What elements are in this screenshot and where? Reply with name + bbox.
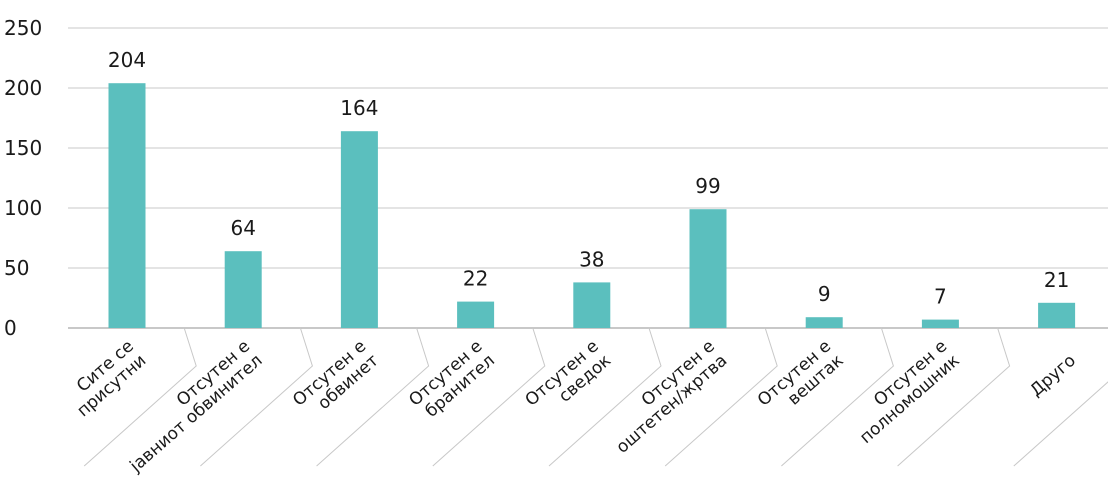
y-tick-label: 200: [4, 76, 42, 100]
bar: [805, 317, 843, 328]
category-separator: [83, 327, 197, 467]
data-label: 204: [108, 48, 146, 72]
y-tick-label: 100: [4, 196, 42, 220]
x-tick-label: Сите сеприсутни: [61, 336, 150, 421]
y-tick-label: 50: [4, 256, 29, 280]
bar: [689, 209, 727, 328]
x-tick-label: Отсутен есведок: [522, 336, 616, 424]
data-label: 9: [818, 282, 831, 306]
category-separator: [1013, 381, 1108, 467]
bar: [573, 282, 611, 328]
x-tick-label-line: jавниот обвинител: [126, 351, 267, 477]
category-separator: [316, 327, 430, 467]
data-label: 21: [1044, 268, 1069, 292]
category-separators: [83, 327, 1108, 467]
bar: [921, 319, 959, 328]
x-tick-label-line: Друго: [1026, 351, 1079, 401]
category-separator: [664, 327, 778, 467]
data-label: 38: [579, 247, 604, 271]
category-separator: [432, 327, 546, 467]
data-label: 99: [695, 174, 720, 198]
x-tick-label: Друго: [1026, 351, 1079, 401]
x-tick-label: Отсутен евештак: [754, 336, 848, 424]
y-tick-label: 150: [4, 136, 42, 160]
x-tick-label: Отсутен еполномошник: [844, 336, 964, 448]
x-tick-label: Отсутен еоштетен/жртва: [600, 336, 731, 457]
bars: [108, 83, 1076, 328]
data-label: 7: [934, 285, 947, 309]
bar: [224, 251, 262, 328]
bar: [457, 301, 495, 328]
bar: [340, 131, 378, 328]
y-axis-ticks: 0 50 100 150 200 250: [4, 16, 42, 340]
category-separator: [200, 327, 313, 467]
y-tick-label: 250: [4, 16, 42, 40]
x-tick-label: Отсутен еобвинет: [289, 336, 383, 425]
bar: [1038, 302, 1076, 328]
category-separator: [548, 327, 662, 467]
x-tick-label: Отсутен ебранител: [405, 336, 499, 424]
x-axis-labels: Сите сеприсутни Отсутен еjавниот обвините…: [61, 336, 1080, 477]
bar: [108, 83, 146, 328]
data-label: 64: [230, 216, 255, 240]
data-label: 22: [463, 267, 488, 291]
y-tick-label: 0: [4, 316, 17, 340]
category-separator: [897, 327, 1011, 467]
category-separator: [781, 327, 894, 467]
data-label: 164: [340, 96, 378, 120]
